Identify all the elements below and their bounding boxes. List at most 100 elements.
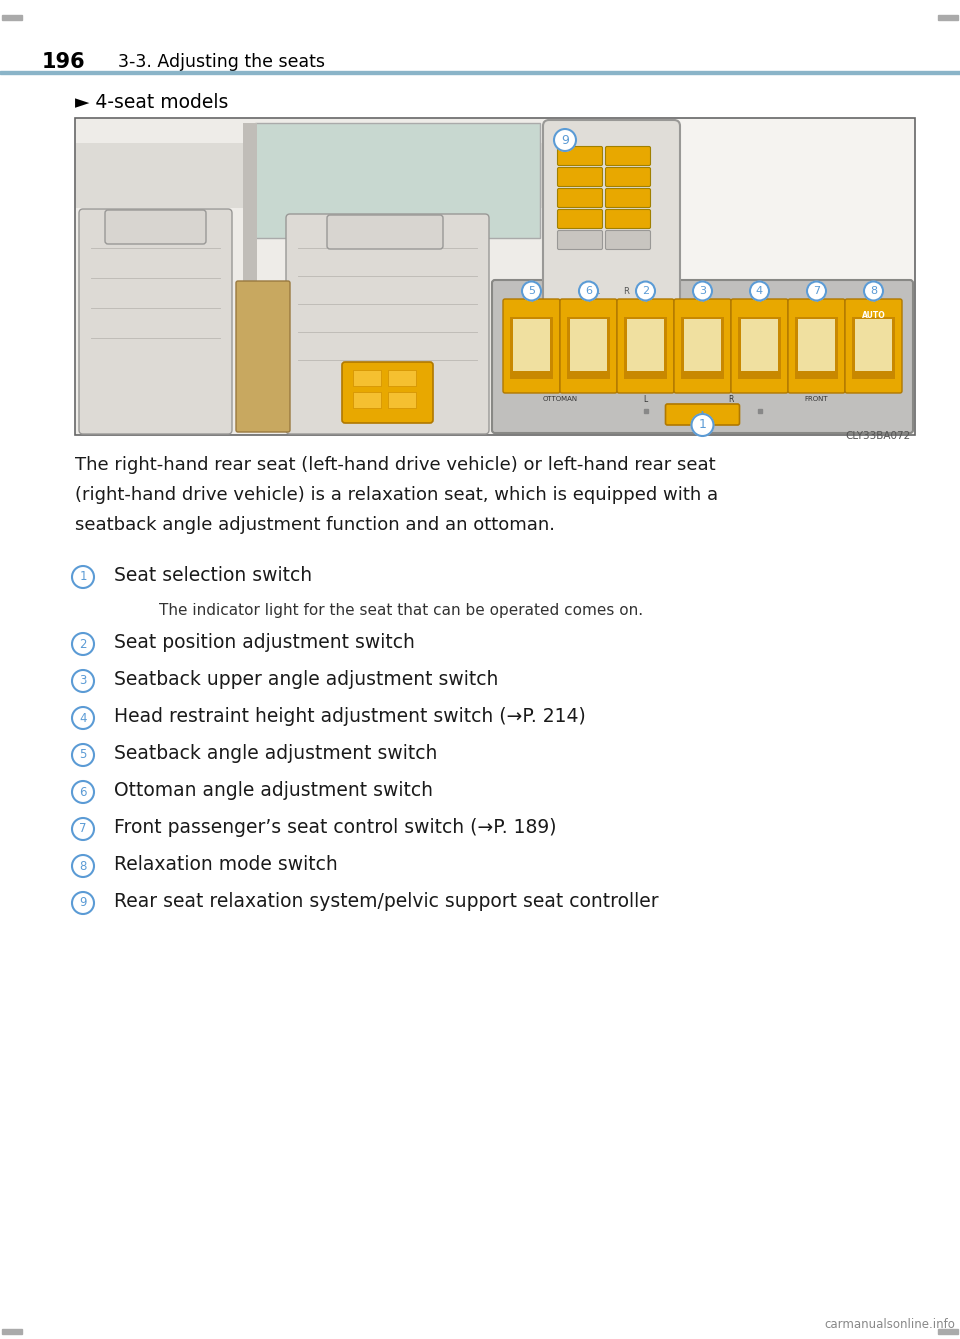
Bar bbox=[2, 1330, 22, 1334]
Bar bbox=[0, 71, 960, 74]
Bar bbox=[76, 119, 544, 434]
Circle shape bbox=[554, 129, 576, 151]
Bar bbox=[2, 15, 22, 20]
FancyBboxPatch shape bbox=[606, 189, 651, 208]
Circle shape bbox=[72, 781, 94, 803]
Text: The indicator light for the seat that can be operated comes on.: The indicator light for the seat that ca… bbox=[159, 603, 643, 619]
Text: 3: 3 bbox=[699, 287, 706, 296]
Bar bbox=[852, 317, 895, 379]
Bar bbox=[795, 317, 838, 379]
Text: Front passenger’s seat control switch (→P. 189): Front passenger’s seat control switch (→… bbox=[114, 818, 557, 837]
FancyBboxPatch shape bbox=[606, 167, 651, 186]
FancyBboxPatch shape bbox=[788, 299, 845, 394]
FancyBboxPatch shape bbox=[606, 209, 651, 229]
Circle shape bbox=[691, 414, 713, 437]
Text: 6: 6 bbox=[80, 786, 86, 798]
FancyBboxPatch shape bbox=[558, 146, 603, 166]
Bar bbox=[738, 317, 781, 379]
Text: 6: 6 bbox=[585, 287, 592, 296]
FancyBboxPatch shape bbox=[558, 189, 603, 208]
Bar bbox=[353, 392, 381, 408]
Circle shape bbox=[72, 856, 94, 877]
Text: 4: 4 bbox=[80, 711, 86, 724]
Text: (right-hand drive vehicle) is a relaxation seat, which is equipped with a: (right-hand drive vehicle) is a relaxati… bbox=[75, 486, 718, 503]
Circle shape bbox=[72, 670, 94, 692]
FancyBboxPatch shape bbox=[665, 404, 739, 424]
Text: 1: 1 bbox=[699, 419, 707, 431]
Text: R: R bbox=[729, 395, 733, 403]
Circle shape bbox=[72, 566, 94, 588]
FancyBboxPatch shape bbox=[327, 216, 443, 249]
Text: ► 4-seat models: ► 4-seat models bbox=[75, 94, 228, 112]
FancyBboxPatch shape bbox=[558, 167, 603, 186]
Text: AUTO: AUTO bbox=[862, 312, 885, 320]
Bar bbox=[570, 319, 607, 371]
Circle shape bbox=[522, 281, 541, 300]
FancyBboxPatch shape bbox=[558, 230, 603, 249]
Text: Ottoman angle adjustment switch: Ottoman angle adjustment switch bbox=[114, 781, 433, 799]
Bar bbox=[76, 143, 544, 208]
FancyBboxPatch shape bbox=[503, 299, 560, 394]
Circle shape bbox=[864, 281, 883, 300]
Bar bbox=[627, 319, 664, 371]
Text: R: R bbox=[624, 288, 630, 296]
Text: OTTOMAN: OTTOMAN bbox=[542, 396, 578, 402]
FancyBboxPatch shape bbox=[79, 209, 232, 434]
Text: L: L bbox=[643, 395, 648, 403]
Circle shape bbox=[807, 281, 826, 300]
Circle shape bbox=[693, 281, 712, 300]
FancyBboxPatch shape bbox=[558, 209, 603, 229]
FancyBboxPatch shape bbox=[342, 362, 433, 423]
Text: seatback angle adjustment function and an ottoman.: seatback angle adjustment function and a… bbox=[75, 516, 555, 534]
FancyBboxPatch shape bbox=[286, 214, 489, 434]
Text: Relaxation mode switch: Relaxation mode switch bbox=[114, 856, 338, 874]
Circle shape bbox=[72, 892, 94, 915]
Polygon shape bbox=[255, 123, 540, 238]
Text: Head restraint height adjustment switch (→P. 214): Head restraint height adjustment switch … bbox=[114, 707, 586, 726]
Text: 3: 3 bbox=[80, 675, 86, 687]
Text: Seat selection switch: Seat selection switch bbox=[114, 566, 312, 585]
FancyBboxPatch shape bbox=[606, 230, 651, 249]
FancyBboxPatch shape bbox=[674, 299, 731, 394]
Text: 5: 5 bbox=[80, 749, 86, 762]
Text: 2: 2 bbox=[80, 637, 86, 651]
FancyBboxPatch shape bbox=[731, 299, 788, 394]
Circle shape bbox=[579, 281, 598, 300]
Text: carmanualsonline.info: carmanualsonline.info bbox=[824, 1319, 955, 1331]
Text: 4: 4 bbox=[756, 287, 763, 296]
Text: 5: 5 bbox=[528, 287, 535, 296]
Text: 8: 8 bbox=[80, 860, 86, 873]
Bar bbox=[681, 317, 724, 379]
Text: 7: 7 bbox=[813, 287, 820, 296]
Circle shape bbox=[72, 818, 94, 840]
Text: Seatback upper angle adjustment switch: Seatback upper angle adjustment switch bbox=[114, 670, 498, 690]
Text: Rear seat relaxation system/pelvic support seat controller: Rear seat relaxation system/pelvic suppo… bbox=[114, 892, 659, 911]
Text: L: L bbox=[594, 288, 599, 296]
Bar bbox=[567, 317, 610, 379]
FancyBboxPatch shape bbox=[606, 146, 651, 166]
Text: The right-hand rear seat (left-hand drive vehicle) or left-hand rear seat: The right-hand rear seat (left-hand driv… bbox=[75, 457, 715, 474]
Bar bbox=[388, 392, 416, 408]
Bar bbox=[510, 317, 553, 379]
Text: 196: 196 bbox=[42, 52, 85, 72]
Text: 1: 1 bbox=[80, 570, 86, 584]
Text: 2: 2 bbox=[642, 287, 649, 296]
Bar bbox=[75, 118, 915, 435]
FancyBboxPatch shape bbox=[236, 281, 290, 432]
Bar bbox=[938, 15, 958, 20]
Text: 7: 7 bbox=[80, 822, 86, 836]
Text: 9: 9 bbox=[561, 134, 569, 146]
Bar bbox=[353, 370, 381, 386]
Bar bbox=[243, 123, 257, 430]
Text: Seatback angle adjustment switch: Seatback angle adjustment switch bbox=[114, 744, 438, 763]
Text: FRONT: FRONT bbox=[804, 396, 828, 402]
Circle shape bbox=[72, 633, 94, 655]
Circle shape bbox=[72, 744, 94, 766]
Circle shape bbox=[636, 281, 655, 300]
Text: 3-3. Adjusting the seats: 3-3. Adjusting the seats bbox=[118, 54, 325, 71]
FancyBboxPatch shape bbox=[560, 299, 617, 394]
Bar bbox=[938, 1330, 958, 1334]
Bar bbox=[798, 319, 835, 371]
FancyBboxPatch shape bbox=[617, 299, 674, 394]
Bar bbox=[855, 319, 892, 371]
